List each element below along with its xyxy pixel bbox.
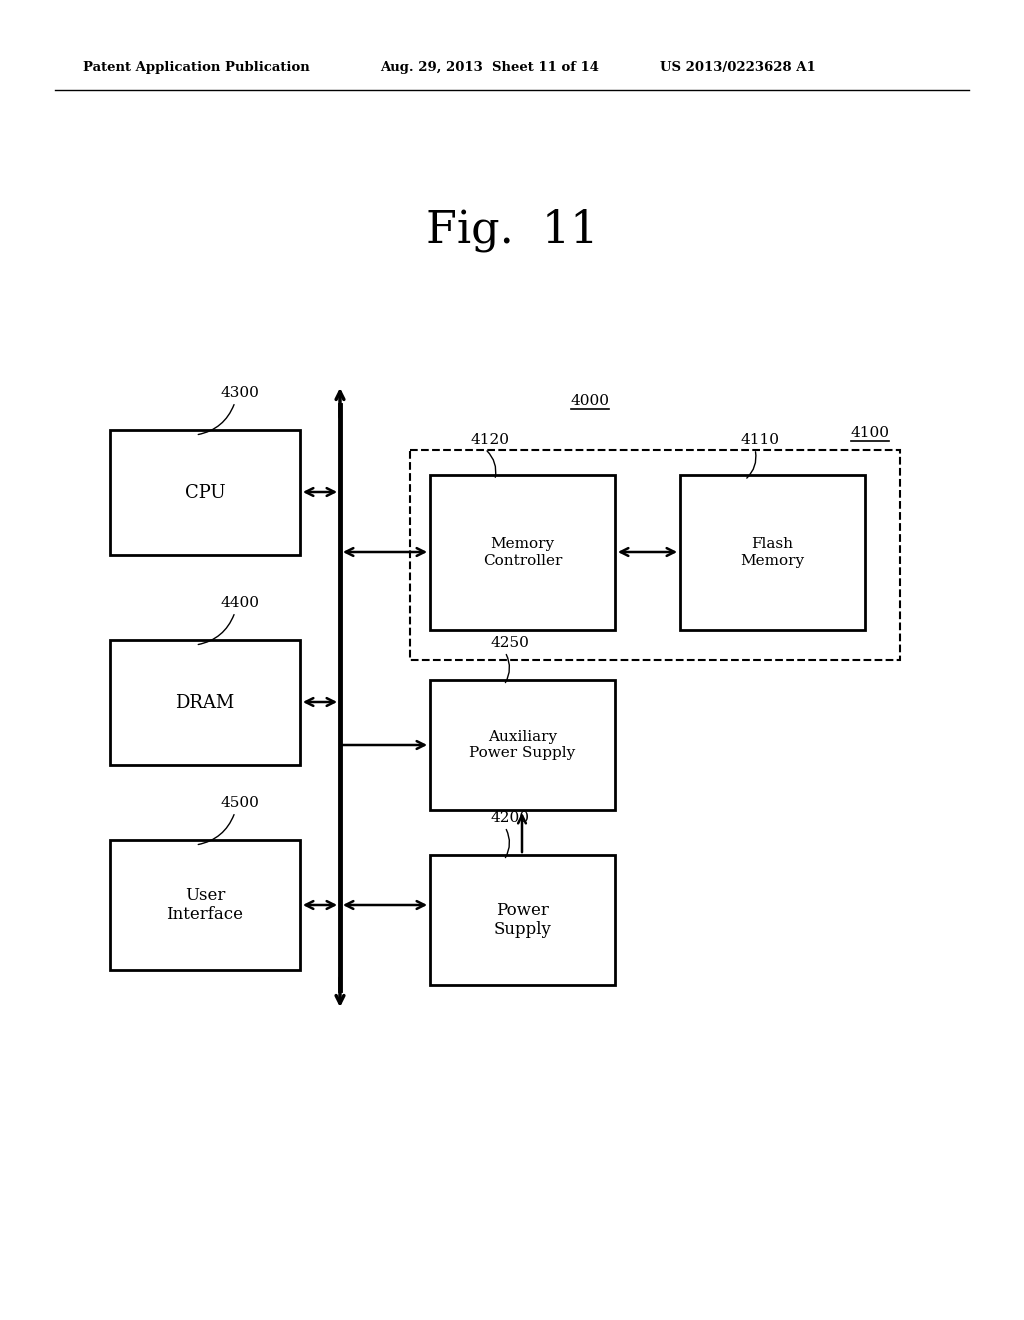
Bar <box>430 680 615 810</box>
Text: 4120: 4120 <box>470 433 510 447</box>
Text: Power
Supply: Power Supply <box>494 902 552 939</box>
Text: 4250: 4250 <box>490 636 529 649</box>
Text: Flash
Memory: Flash Memory <box>740 537 805 568</box>
Text: Fig.  11: Fig. 11 <box>426 209 598 252</box>
Text: Auxiliary
Power Supply: Auxiliary Power Supply <box>469 730 575 760</box>
Text: User
Interface: User Interface <box>167 887 244 923</box>
Text: 4200: 4200 <box>490 810 529 825</box>
Text: CPU: CPU <box>184 483 225 502</box>
Text: Patent Application Publication: Patent Application Publication <box>83 62 309 74</box>
Text: 4110: 4110 <box>740 433 779 447</box>
Text: DRAM: DRAM <box>175 693 234 711</box>
Text: 4400: 4400 <box>220 597 259 610</box>
Bar <box>430 855 615 985</box>
Text: US 2013/0223628 A1: US 2013/0223628 A1 <box>660 62 816 74</box>
Bar <box>430 475 615 630</box>
Text: 4500: 4500 <box>220 796 259 810</box>
Bar <box>410 450 900 660</box>
Text: 4000: 4000 <box>570 393 609 408</box>
Bar <box>110 840 300 970</box>
Bar <box>110 430 300 554</box>
Bar <box>680 475 865 630</box>
Bar <box>110 640 300 766</box>
Text: 4300: 4300 <box>220 385 259 400</box>
Text: Aug. 29, 2013  Sheet 11 of 14: Aug. 29, 2013 Sheet 11 of 14 <box>380 62 599 74</box>
Text: 4100: 4100 <box>851 426 890 440</box>
Text: Memory
Controller: Memory Controller <box>482 537 562 568</box>
